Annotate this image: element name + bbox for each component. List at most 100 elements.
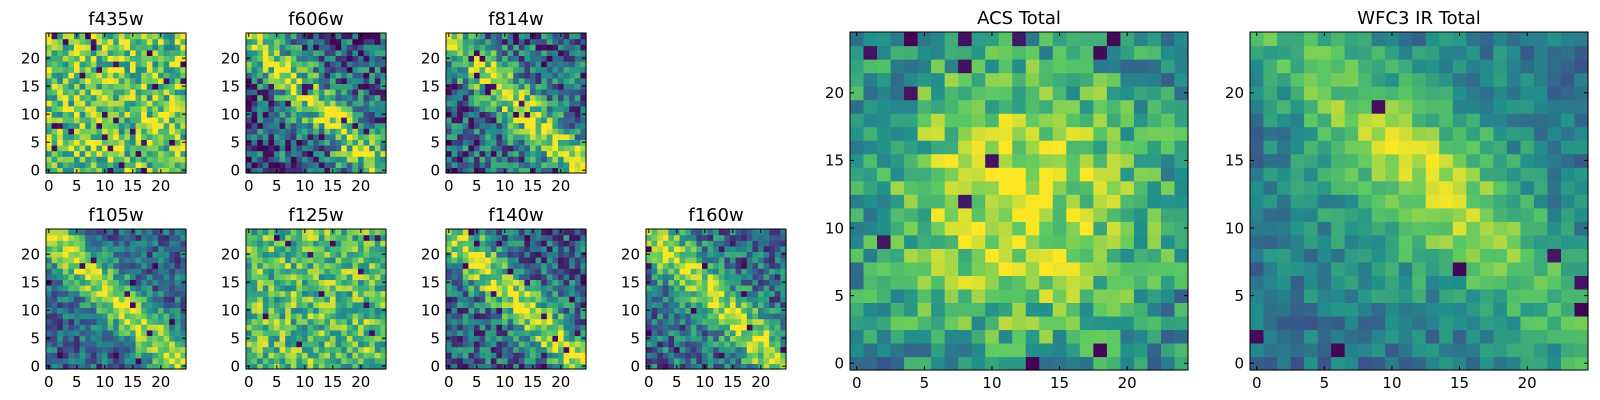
heatmap-cell [702, 335, 709, 342]
heatmap-cell [118, 324, 125, 331]
heatmap-cell [769, 324, 776, 331]
heatmap-cell [574, 240, 581, 247]
heatmap-cell [746, 285, 753, 292]
heatmap-cell [141, 145, 148, 152]
heatmap-cell [318, 324, 325, 331]
heatmap-cell [51, 66, 58, 73]
heatmap-cell [524, 357, 531, 364]
heatmap-cell [290, 273, 297, 280]
heatmap-cell [518, 61, 525, 68]
heatmap-cell [457, 167, 464, 174]
heatmap-cell [530, 38, 537, 45]
heatmap-cell [657, 273, 664, 280]
heatmap-cell [85, 94, 92, 101]
heatmap-cell [174, 167, 181, 174]
heatmap-cell [318, 273, 325, 280]
heatmap-cell [763, 245, 770, 252]
heatmap-cell [490, 55, 497, 62]
heatmap-cell [79, 251, 86, 258]
heatmap-cell [152, 55, 159, 62]
heatmap-cell [574, 100, 581, 107]
heatmap-cell [285, 89, 292, 96]
heatmap-cell [462, 61, 469, 68]
heatmap-cell [735, 301, 742, 308]
heatmap-cell [279, 257, 286, 264]
heatmap-cell [474, 61, 481, 68]
heatmap-cell [246, 313, 253, 320]
heatmap-cell [274, 83, 281, 90]
heatmap-cell [730, 329, 737, 336]
heatmap-cell [324, 89, 331, 96]
heatmap-cell [262, 150, 269, 157]
heatmap-cell [558, 72, 565, 79]
heatmap-cell [135, 357, 142, 364]
heatmap-cell [446, 273, 453, 280]
heatmap-cell [113, 273, 120, 280]
heatmap-cell [702, 262, 709, 269]
heatmap-cell [518, 363, 525, 370]
heatmap-cell [552, 66, 559, 73]
heatmap-cell [474, 290, 481, 297]
heatmap-cell [662, 240, 669, 247]
heatmap-cell [324, 133, 331, 140]
heatmap-cell [998, 329, 1013, 344]
heatmap-cell [490, 111, 497, 118]
heatmap-cell [124, 346, 131, 353]
heatmap-cell [146, 150, 153, 157]
heatmap-cell [135, 122, 142, 129]
heatmap-cell [1093, 302, 1108, 317]
heatmap-cell [574, 72, 581, 79]
heatmap-cell [68, 117, 75, 124]
heatmap-cell [713, 318, 720, 325]
heatmap-cell [318, 352, 325, 359]
heatmap-cell [496, 279, 503, 286]
heatmap-cell [1039, 194, 1054, 209]
heatmap-cell [285, 38, 292, 45]
heatmap-cell [180, 245, 187, 252]
heatmap-cell [741, 234, 748, 241]
heatmap-cell [904, 167, 919, 182]
heatmap-cell [569, 33, 576, 40]
heatmap-cell [462, 346, 469, 353]
heatmap-cell [369, 122, 376, 129]
heatmap-cell [513, 89, 520, 96]
heatmap-cell [68, 49, 75, 56]
heatmap-cell [758, 352, 765, 359]
heatmap-cell [1133, 221, 1149, 236]
heatmap-cell [651, 346, 658, 353]
heatmap-cell [541, 352, 548, 359]
heatmap-cell [324, 301, 331, 308]
heatmap-cell [730, 357, 737, 364]
heatmap-cell [296, 234, 303, 241]
heatmap-cell [324, 268, 331, 275]
heatmap-cell [107, 357, 114, 364]
heatmap-cell [530, 128, 537, 135]
heatmap-cell [552, 94, 559, 101]
heatmap-cell [724, 341, 731, 348]
heatmap-cell [1120, 288, 1135, 303]
heatmap-cell [713, 307, 720, 314]
heatmap-cell [296, 105, 303, 112]
panel-title: ACS Total [977, 8, 1061, 29]
heatmap-cell [279, 128, 286, 135]
heatmap-cell [735, 285, 742, 292]
heatmap-cell [318, 94, 325, 101]
heatmap-cell [541, 156, 548, 163]
heatmap-cell [513, 296, 520, 303]
heatmap-cell [79, 268, 86, 275]
heatmap-cell [752, 245, 759, 252]
heatmap-cell [763, 229, 770, 236]
axes-frame [645, 228, 787, 370]
heatmap-cell [780, 318, 787, 325]
heatmap-cell [735, 229, 742, 236]
heatmap-cell [363, 245, 370, 252]
heatmap-cell [513, 279, 520, 286]
heatmap-cell [468, 61, 475, 68]
heatmap-cell [346, 66, 353, 73]
heatmap-cell [251, 341, 258, 348]
heatmap-cell [741, 268, 748, 275]
heatmap-cell [262, 49, 269, 56]
heatmap-cell [646, 318, 653, 325]
heatmap-cell [358, 145, 365, 152]
heatmap-cell [451, 301, 458, 308]
